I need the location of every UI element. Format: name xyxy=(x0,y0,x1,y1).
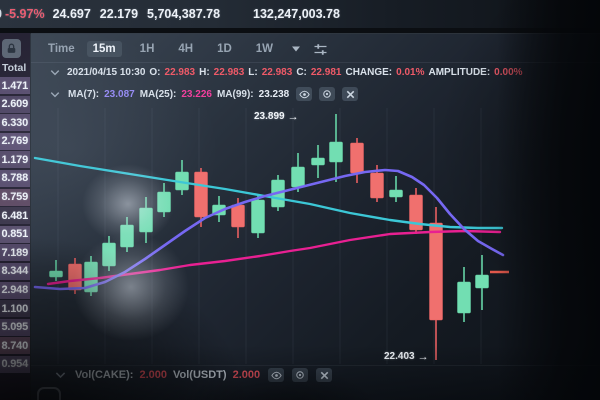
interval-dropdown-caret[interactable] xyxy=(291,45,301,53)
candle-body-up xyxy=(139,207,153,233)
ohlc-datetime: 2021/04/15 10:30 xyxy=(67,67,146,78)
volume-settings-button[interactable] xyxy=(292,368,309,382)
chevron-down-icon[interactable] xyxy=(50,69,60,76)
close-value: 22.981 xyxy=(310,67,342,78)
low-label: L: xyxy=(248,67,258,78)
indicator-settings-button[interactable] xyxy=(319,87,336,101)
low-annotation: 22.403 → xyxy=(384,351,429,362)
indicator-remove-button[interactable] xyxy=(342,87,359,101)
ma7-label: MA(7): xyxy=(68,88,100,100)
volume-remove-button[interactable] xyxy=(316,368,333,382)
arrow-right-icon: → xyxy=(287,110,299,123)
candle-body-up xyxy=(49,270,63,278)
ohlc-row: 2021/04/15 10:30 O: 22.983 H: 22.983 L: … xyxy=(50,67,523,78)
candle-body-up xyxy=(389,189,403,198)
high-annotation-value: 23.899 xyxy=(254,111,285,122)
open-label: O: xyxy=(149,67,161,78)
candle-body-up xyxy=(251,199,265,234)
candle-body-down xyxy=(350,142,364,174)
low-value: 22.983 xyxy=(261,67,293,78)
eye-icon xyxy=(299,90,310,98)
ma25-label: MA(25): xyxy=(139,88,177,100)
low-annotation-value: 22.403 xyxy=(384,351,415,362)
volume-visibility-button[interactable] xyxy=(268,368,285,382)
open-value: 22.983 xyxy=(164,67,196,78)
ma99-value: 23.238 xyxy=(258,88,290,100)
interval-tabs: 15m 1H 4H 1D 1W xyxy=(86,41,279,57)
chevron-down-icon[interactable] xyxy=(55,371,66,379)
close-label: C: xyxy=(296,67,307,78)
amplitude-label: AMPLITUDE: xyxy=(428,67,491,78)
candle-body-down xyxy=(231,204,245,228)
gear-icon xyxy=(323,90,331,98)
change-value: 0.01% xyxy=(396,67,425,78)
candle-body-up xyxy=(102,242,116,267)
change-label: CHANGE: xyxy=(345,67,393,78)
candle-body-up xyxy=(291,166,305,188)
amplitude-value: 0.00% xyxy=(494,67,523,78)
candle-body-up xyxy=(329,141,343,163)
arrow-right-icon: → xyxy=(417,350,429,363)
interval-tab-4H[interactable]: 4H xyxy=(178,43,194,55)
indicator-visibility-button[interactable] xyxy=(296,87,313,101)
close-icon xyxy=(320,371,328,379)
candle-body-down xyxy=(429,222,443,321)
candle-body-up xyxy=(157,191,171,213)
vol-quote-value: 2.000 xyxy=(232,369,261,381)
close-icon xyxy=(346,90,354,98)
high-value: 22.983 xyxy=(213,67,245,78)
vol-base-value: 2.000 xyxy=(139,369,167,381)
ma7-value: 23.087 xyxy=(104,88,135,100)
interval-tab-1W[interactable]: 1W xyxy=(255,43,274,55)
candle-body-up xyxy=(120,224,134,248)
interval-tab-1D[interactable]: 1D xyxy=(217,43,232,55)
candle-body-up xyxy=(457,281,471,314)
ma-indicator-row: MA(7): 23.087 MA(25): 23.226 MA(99): 23.… xyxy=(50,87,359,101)
vol-quote-label: Vol(USDT) xyxy=(173,369,227,381)
time-label: Time xyxy=(48,43,75,55)
interval-tab-1H[interactable]: 1H xyxy=(139,43,155,55)
ma99-label: MA(99): xyxy=(216,88,254,100)
candle-body-down xyxy=(370,172,384,199)
chart-settings-icon[interactable] xyxy=(313,42,328,57)
ma25-value: 23.226 xyxy=(181,88,212,100)
candle-body-up xyxy=(311,157,325,166)
interval-tab-15m[interactable]: 15m xyxy=(86,41,122,57)
partial-widget-outline xyxy=(37,387,61,400)
gear-icon xyxy=(296,371,304,379)
candle-body-up xyxy=(475,274,489,289)
candle-body-down xyxy=(194,171,208,218)
candle-body-down xyxy=(68,263,82,291)
volume-indicator-row: Vol(CAKE): 2.000 Vol(USDT) 2.000 xyxy=(55,368,333,382)
chevron-down-icon[interactable] xyxy=(50,91,60,98)
high-label: H: xyxy=(199,67,210,78)
vol-base-label: Vol(CAKE): xyxy=(75,369,134,381)
eye-icon xyxy=(270,371,282,379)
high-annotation: 23.899 → xyxy=(254,111,299,122)
chart-toolbar: Time 15m 1H 4H 1D 1W xyxy=(48,37,328,61)
